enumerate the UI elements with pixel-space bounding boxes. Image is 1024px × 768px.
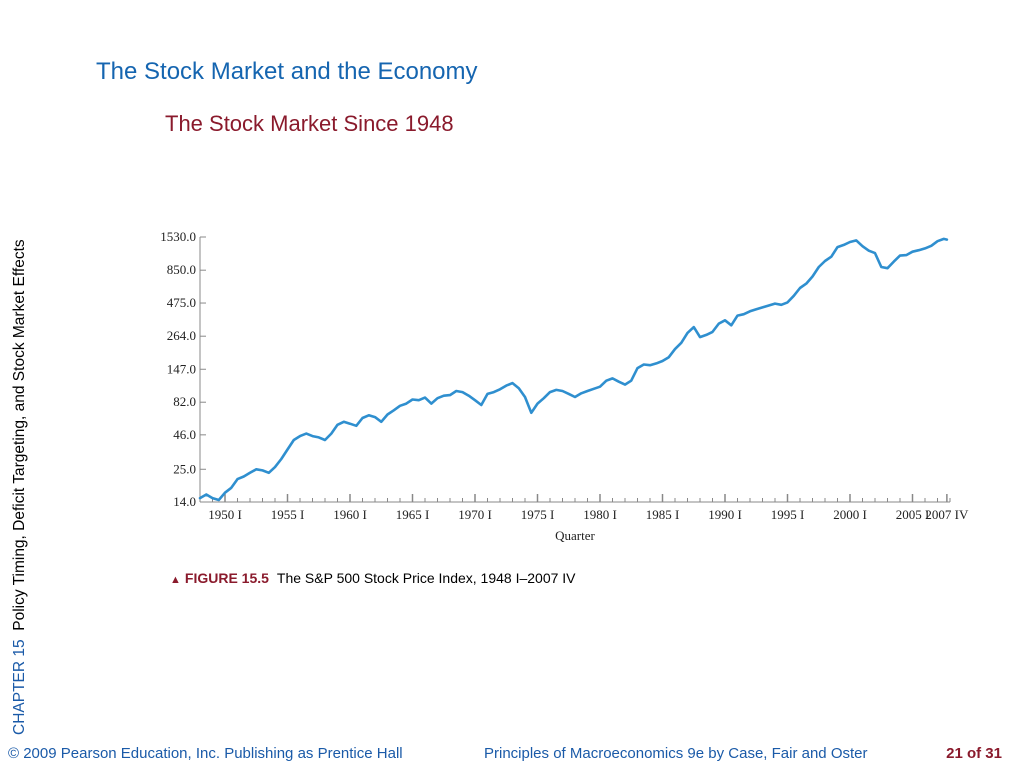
x-tick-label: 1955 I	[271, 507, 305, 522]
chart-title: The Stock Market Since 1948	[165, 111, 454, 136]
x-tick-label: 2005 I	[896, 507, 930, 522]
x-tick-label: 1985 I	[646, 507, 680, 522]
y-tick-label: 1530.0	[160, 229, 196, 244]
x-axis-title: Quarter	[555, 528, 595, 543]
stock-chart-svg: 14.0 25.0 46.0 82.0 147.0 264.0 475.0 850.0 1530…	[160, 229, 969, 543]
y-tick-label: 25.0	[173, 461, 196, 476]
x-tick-label: 2000 I	[833, 507, 867, 522]
footer-copyright: © 2009 Pearson Education, Inc. Publishin…	[8, 745, 403, 762]
page-title: The Stock Market and the Economy	[96, 58, 478, 85]
chapter-number: CHAPTER 15	[11, 639, 28, 735]
figure-caption-text: The S&P 500 Stock Price Index, 1948 I–20…	[276, 570, 576, 586]
x-tick-label: 1975 I	[521, 507, 555, 522]
x-tick-label: 1970 I	[458, 507, 492, 522]
figure-caption: ▲ FIGURE 15.5 The S&P 500 Stock Price Inde…	[170, 570, 576, 586]
y-tick-label: 850.0	[167, 262, 196, 277]
x-tick-label: 1990 I	[708, 507, 742, 522]
series-line-sp500	[198, 237, 949, 502]
figure-label: FIGURE 15.5	[184, 570, 269, 586]
footer-book-title: Principles of Macroeconomics 9e by Case,…	[484, 745, 868, 762]
x-tick-label: 1960 I	[333, 507, 367, 522]
caption-triangle-icon: ▲	[170, 574, 181, 586]
y-tick-label: 46.0	[173, 427, 196, 442]
y-tick-label: 147.0	[167, 361, 196, 376]
stock-chart: 14.0 25.0 46.0 82.0 147.0 264.0 475.0 850.0 1530…	[130, 222, 1000, 562]
y-tick-label: 264.0	[167, 328, 196, 343]
chapter-sidebar-label: CHAPTER 15 Policy Timing, Deficit Target…	[5, 135, 35, 735]
x-tick-label: 1950 I	[208, 507, 242, 522]
footer-page-number: 21 of 31	[946, 745, 1002, 762]
x-tick-label: 1965 I	[396, 507, 430, 522]
x-tick-label: 1980 I	[583, 507, 617, 522]
x-tick-label: 2007 IV	[925, 507, 969, 522]
chapter-title: Policy Timing, Deficit Targeting, and St…	[11, 239, 28, 631]
y-tick-label: 475.0	[167, 295, 196, 310]
y-tick-label: 14.0	[173, 494, 196, 509]
y-tick-label: 82.0	[173, 394, 196, 409]
x-tick-label: 1995 I	[771, 507, 805, 522]
footer: © 2009 Pearson Education, Inc. Publishin…	[0, 745, 1024, 767]
